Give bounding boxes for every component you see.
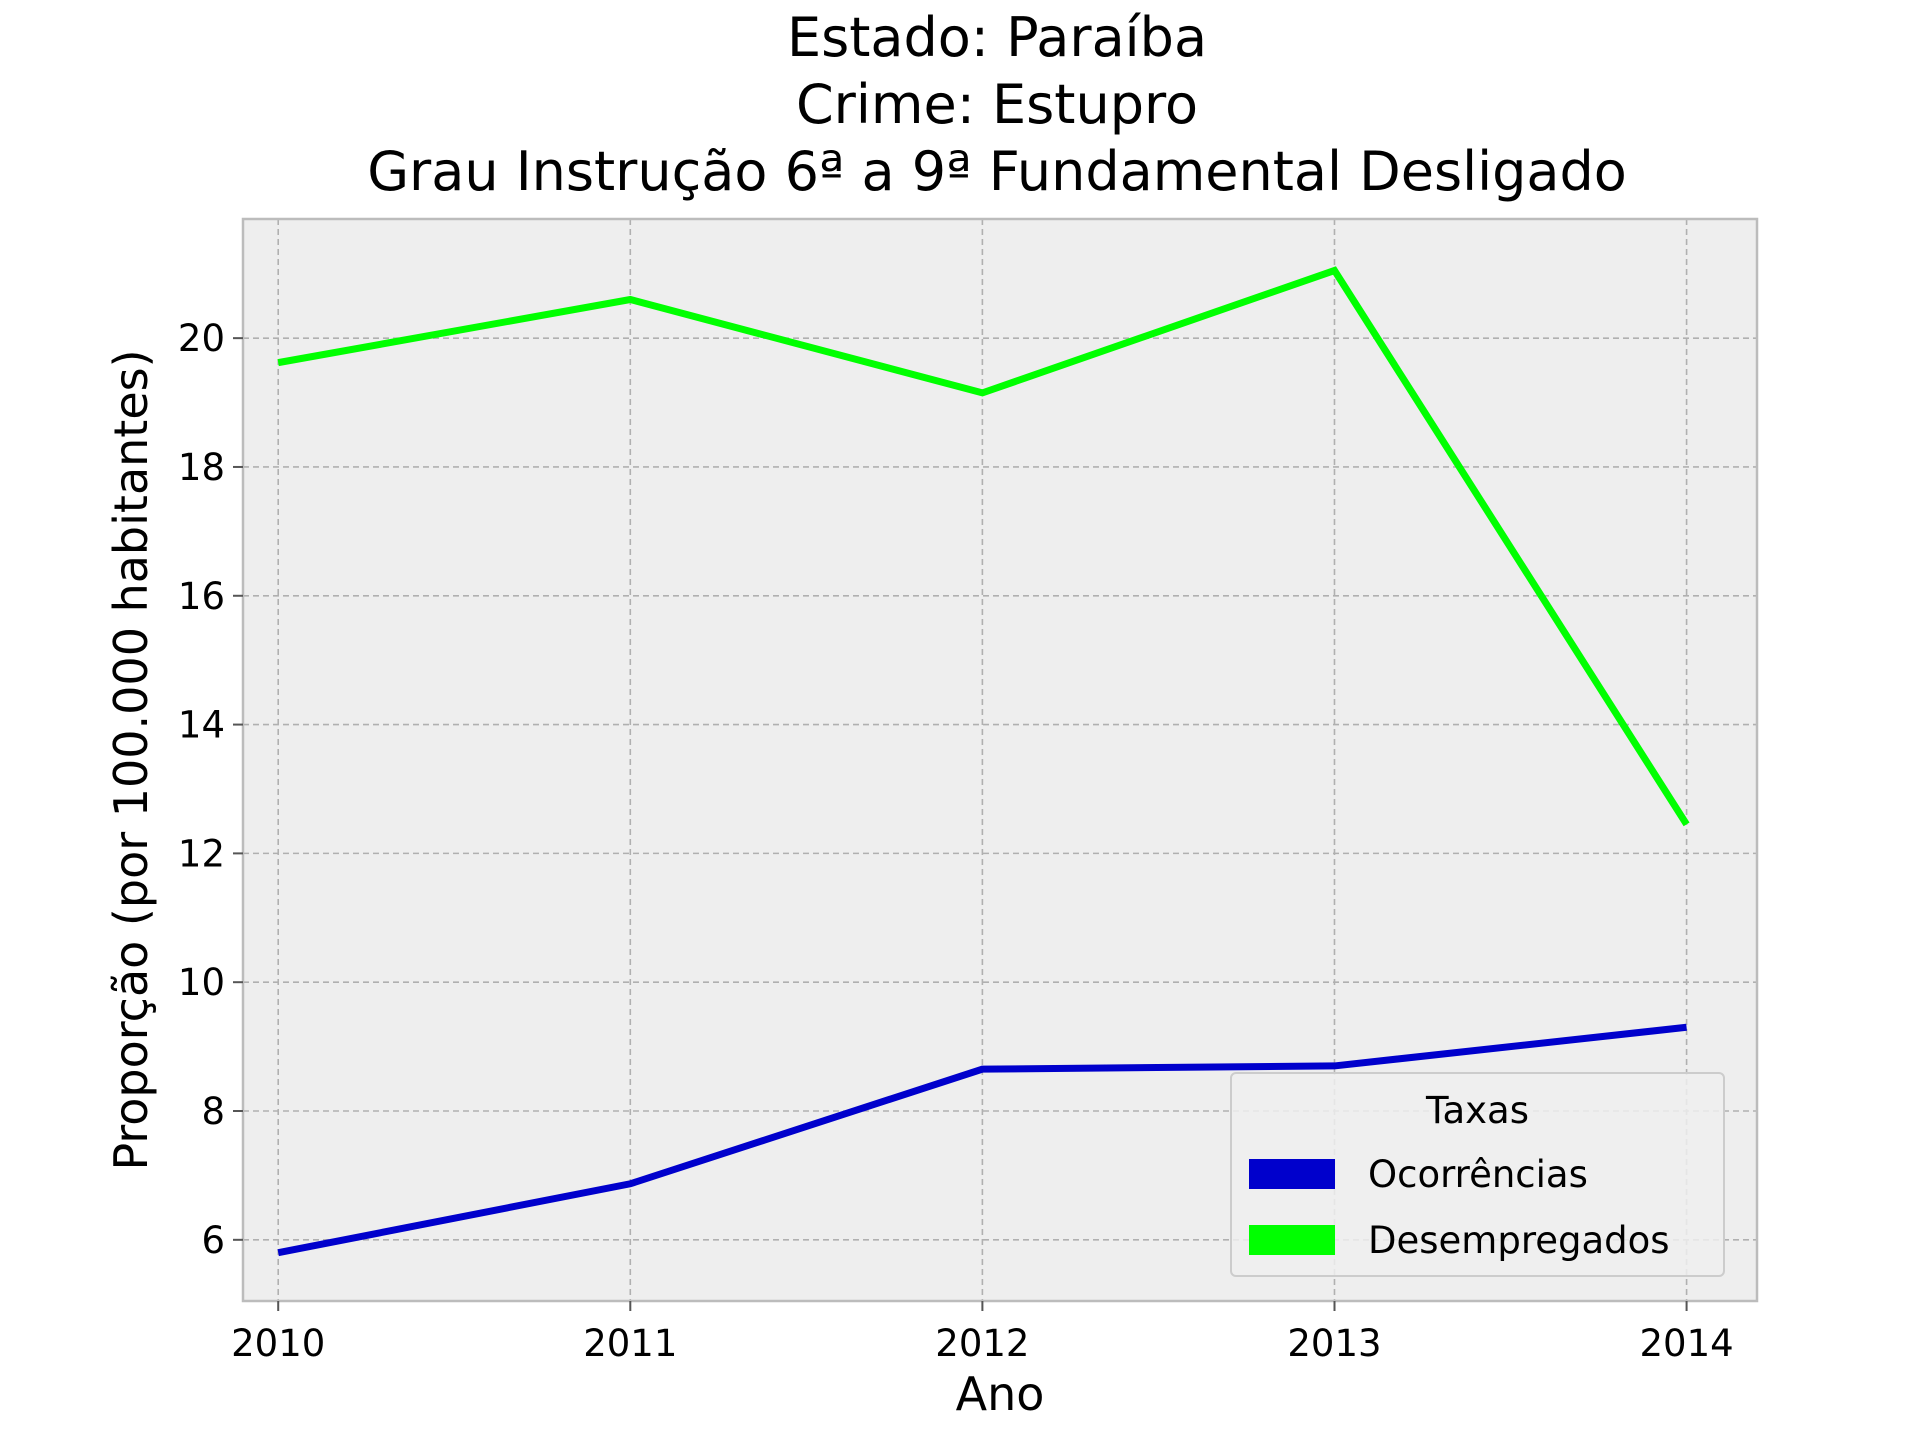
y-axis-label: Proporção (por 100.000 habitantes) <box>104 349 158 1170</box>
series-line-2 <box>277 266 1690 827</box>
legend-swatch-2 <box>1249 1225 1335 1255</box>
x-tick-label: 2012 <box>935 1322 1029 1365</box>
series-line-1 <box>277 1023 1687 1257</box>
legend: Taxas Ocorrências Desempregados <box>1230 1072 1725 1277</box>
y-axis-ticks: 6 8 10 12 14 16 18 20 <box>178 317 243 1262</box>
chart-title-line-3: Grau Instrução 6ª a 9ª Fundamental Desli… <box>367 140 1627 203</box>
chart-title-line-1: Estado: Paraíba <box>787 6 1207 69</box>
plot-frame <box>241 217 1759 1303</box>
x-tick-label: 2011 <box>583 1322 677 1365</box>
x-axis-label: Ano <box>956 1367 1045 1421</box>
chart-title-line-2: Crime: Estupro <box>796 73 1198 136</box>
y-tick-label: 18 <box>178 446 225 489</box>
x-tick-label: 2014 <box>1639 1322 1733 1365</box>
y-tick-label: 16 <box>178 575 225 618</box>
legend-swatch-1 <box>1249 1159 1335 1189</box>
x-tick-label: 2010 <box>231 1322 325 1365</box>
y-tick-label: 10 <box>178 961 225 1004</box>
x-axis-ticks: 2010 2011 2012 2013 2014 <box>231 1301 1734 1365</box>
y-tick-label: 8 <box>201 1090 225 1133</box>
y-tick-label: 14 <box>178 704 225 747</box>
legend-box <box>1230 1072 1725 1277</box>
x-tick-label: 2013 <box>1287 1322 1381 1365</box>
legend-label-2: Desempregados <box>1368 1219 1670 1262</box>
y-tick-label: 6 <box>201 1219 225 1262</box>
legend-label-1: Ocorrências <box>1368 1153 1588 1196</box>
chart-title: Estado: Paraíba Crime: Estupro Grau Inst… <box>367 6 1627 203</box>
legend-title: Taxas <box>1425 1089 1529 1132</box>
y-tick-label: 20 <box>178 317 225 360</box>
y-tick-label: 12 <box>178 832 225 875</box>
series-lines <box>277 266 1690 1257</box>
